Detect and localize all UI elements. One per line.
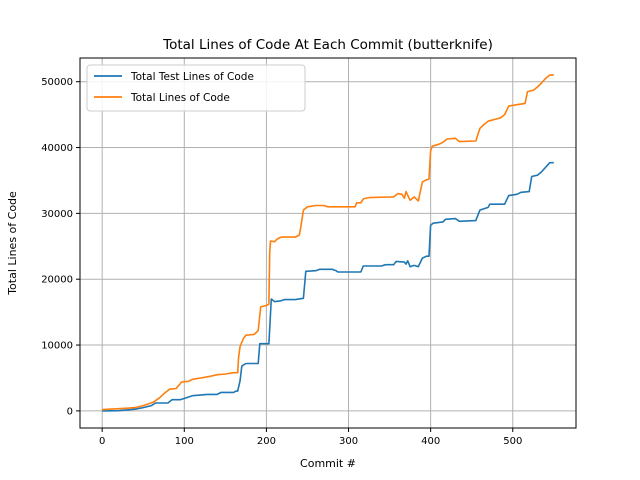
- y-tick-label: 10000: [41, 341, 73, 352]
- x-tick-label: 200: [257, 436, 276, 447]
- y-axis-label: Total Lines of Code: [6, 191, 19, 296]
- grid: [80, 58, 576, 428]
- x-axis: 0 100 200 300 400 500: [99, 428, 522, 447]
- y-tick-label: 20000: [41, 275, 73, 286]
- legend-entry: Total Lines of Code: [130, 92, 230, 104]
- y-tick-label: 0: [67, 406, 73, 417]
- legend-entry: Total Test Lines of Code: [130, 71, 254, 83]
- axes-frame: [79, 57, 577, 429]
- y-tick-label: 40000: [41, 143, 73, 154]
- x-axis-label: Commit #: [300, 457, 356, 470]
- y-tick-label: 30000: [41, 209, 73, 220]
- chart-title: Total Lines of Code At Each Commit (butt…: [162, 37, 493, 53]
- x-tick-label: 100: [175, 436, 194, 447]
- x-tick-label: 400: [421, 436, 440, 447]
- legend-box: [86, 64, 306, 112]
- y-tick-label: 50000: [41, 77, 73, 88]
- x-tick-label: 500: [503, 436, 522, 447]
- series-line-1: [102, 74, 554, 411]
- legend: Total Test Lines of Code Total Lines of C…: [86, 64, 306, 112]
- series-line-0: [102, 161, 554, 412]
- x-tick-label: 300: [339, 436, 358, 447]
- x-tick-label: 0: [99, 436, 105, 447]
- y-axis: 0 10000 20000 30000 40000 50000: [41, 77, 80, 417]
- plot-area: [102, 74, 554, 412]
